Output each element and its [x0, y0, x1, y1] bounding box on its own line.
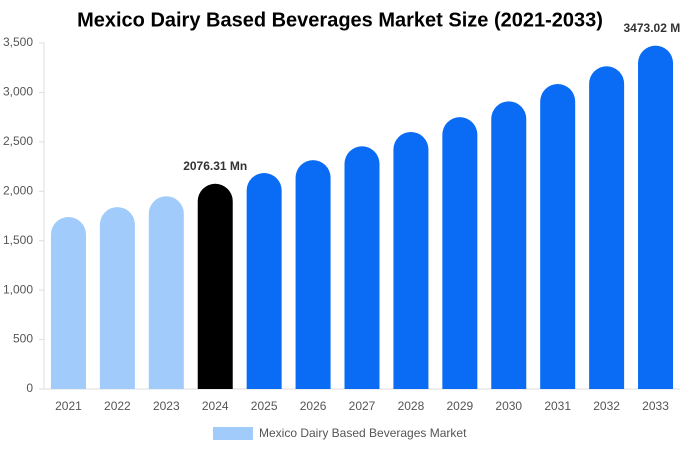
y-tick-label: 3,500: [3, 35, 33, 49]
legend-swatch: [213, 427, 253, 440]
x-tick-label: 2026: [300, 399, 327, 413]
x-tick-label: 2029: [446, 399, 473, 413]
x-tick-label: 2027: [349, 399, 376, 413]
x-tick-label: 2023: [153, 399, 180, 413]
value-label: 2076.31 Mn: [183, 159, 247, 173]
y-tick-label: 2,500: [3, 134, 33, 148]
bar: [589, 66, 625, 389]
y-tick-label: 0: [26, 381, 33, 395]
x-tick-label: 2033: [642, 399, 669, 413]
x-tick-label: 2031: [544, 399, 571, 413]
y-tick-label: 2,000: [3, 183, 33, 197]
x-tick-label: 2032: [593, 399, 620, 413]
bar: [393, 131, 429, 389]
bar: [491, 101, 527, 389]
y-tick-label: 500: [13, 332, 33, 346]
y-tick-label: 1,000: [3, 282, 33, 296]
bar: [50, 216, 86, 389]
bar: [197, 183, 233, 389]
x-tick-label: 2021: [55, 399, 82, 413]
bar: [344, 146, 380, 389]
x-tick-label: 2022: [104, 399, 131, 413]
x-tick-label: 2025: [251, 399, 278, 413]
bar: [246, 172, 282, 389]
bar: [442, 117, 478, 389]
bar: [540, 84, 576, 390]
chart-title: Mexico Dairy Based Beverages Market Size…: [77, 9, 603, 31]
value-label: 3473.02 Mn: [624, 21, 680, 35]
legend-label: Mexico Dairy Based Beverages Market: [259, 426, 467, 440]
y-tick-label: 3,000: [3, 85, 33, 99]
y-tick-label: 1,500: [3, 233, 33, 247]
bar: [99, 207, 135, 389]
x-tick-label: 2030: [495, 399, 522, 413]
bar: [295, 160, 331, 389]
bar: [638, 45, 674, 389]
x-tick-label: 2028: [398, 399, 425, 413]
x-tick-label: 2024: [202, 399, 229, 413]
bar: [148, 196, 184, 389]
